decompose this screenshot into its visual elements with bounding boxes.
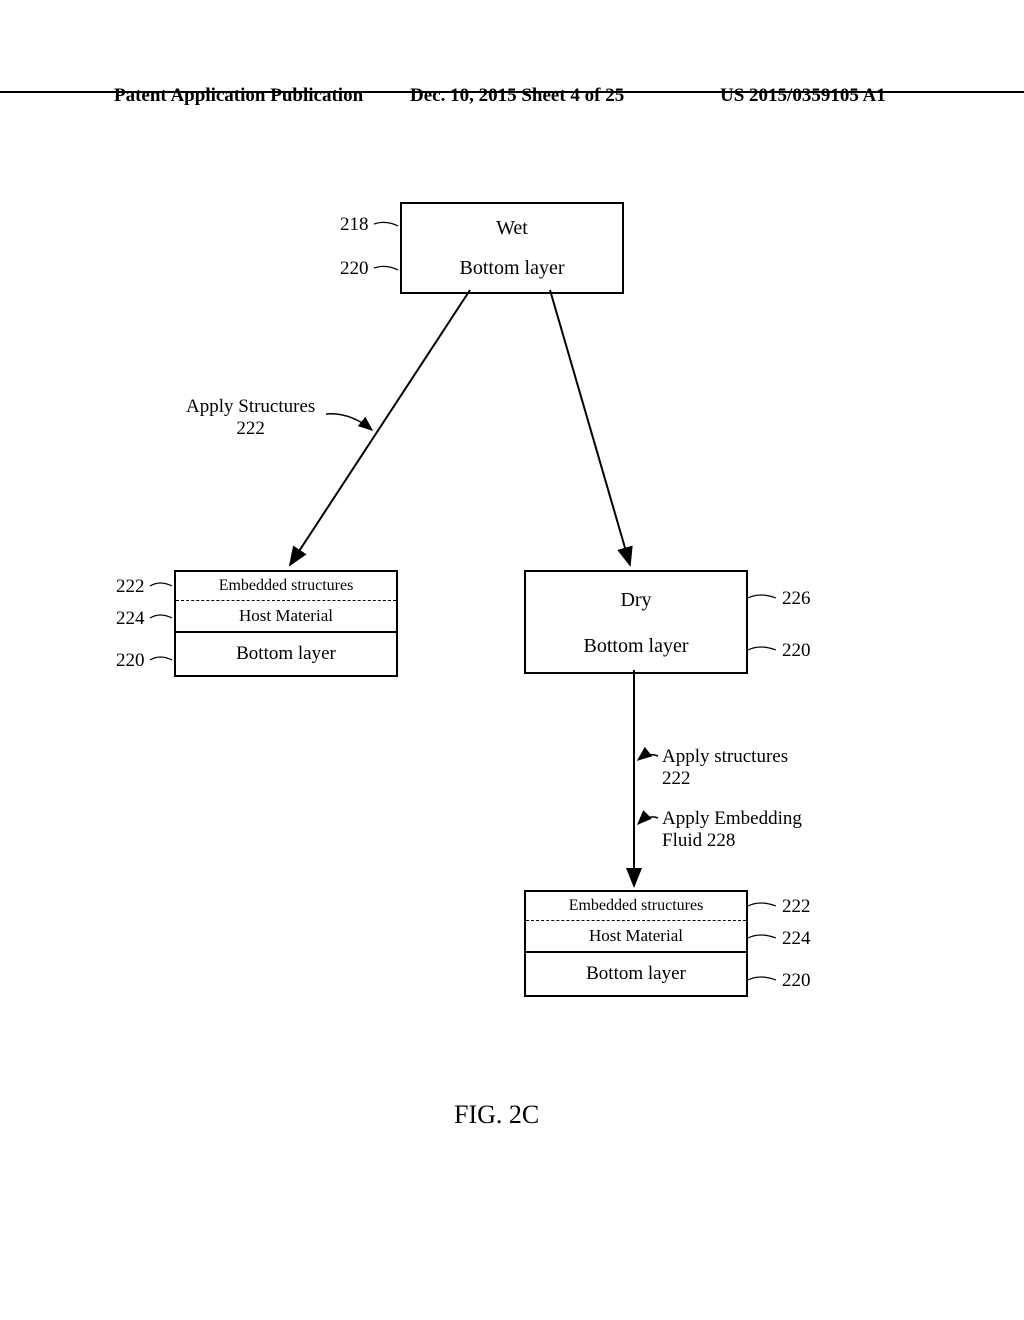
ref-224-final: 224 — [782, 928, 811, 950]
box-wet-label: Wet — [496, 217, 528, 239]
box-final-embedded: Embedded structures — [526, 892, 746, 921]
box-left-bottom-label: Bottom layer — [236, 643, 336, 664]
label-apply-structures-right-l2: 222 — [662, 768, 691, 789]
box-final-stack: Embedded structures Host Material Bottom… — [524, 890, 748, 997]
box-right-dry-label: Dry — [620, 589, 651, 611]
box-final-embedded-label: Embedded structures — [569, 897, 704, 914]
box-left-host-label: Host Material — [239, 606, 333, 625]
ref-226: 226 — [782, 588, 811, 610]
box-left-embedded: Embedded structures — [176, 572, 396, 601]
box-final-bottom-label: Bottom layer — [586, 963, 686, 984]
box-left-stack: Embedded structures Host Material Bottom… — [174, 570, 398, 677]
label-apply-fluid-l1: Apply Embedding — [662, 808, 802, 829]
ref-220-left: 220 — [116, 650, 145, 672]
ref-222-final: 222 — [782, 896, 811, 918]
label-apply-structures-right: Apply structures 222 — [662, 746, 788, 790]
ref-222-left: 222 — [116, 576, 145, 598]
box-final-host-label: Host Material — [589, 926, 683, 945]
box-right-bottom-label: Bottom layer — [584, 635, 689, 657]
ref-220-top: 220 — [340, 258, 369, 280]
label-apply-fluid-l2: Fluid 228 — [662, 830, 735, 851]
ref-220-right: 220 — [782, 640, 811, 662]
box-right-bottom: Bottom layer — [524, 620, 748, 674]
label-apply-structures-right-l1: Apply structures — [662, 746, 788, 767]
label-apply-structures-left-l1: Apply Structures — [186, 396, 315, 417]
ref-220-final: 220 — [782, 970, 811, 992]
ref-218: 218 — [340, 214, 369, 236]
box-final-host: Host Material — [526, 921, 746, 953]
label-apply-structures-left: Apply Structures 222 — [186, 396, 315, 440]
label-apply-fluid: Apply Embedding Fluid 228 — [662, 808, 802, 852]
flowchart-diagram: Wet Bottom layer Embedded structures Hos… — [0, 0, 1024, 1320]
box-top-bottom: Bottom layer — [400, 244, 624, 294]
figure-caption: FIG. 2C — [454, 1100, 539, 1130]
box-left-bottom: Bottom layer — [176, 633, 396, 675]
box-top-bottom-label: Bottom layer — [460, 257, 565, 279]
box-left-embedded-label: Embedded structures — [219, 577, 354, 594]
label-apply-structures-left-l2: 222 — [236, 418, 265, 439]
box-left-host: Host Material — [176, 601, 396, 633]
box-final-bottom: Bottom layer — [526, 953, 746, 995]
ref-224-left: 224 — [116, 608, 145, 630]
